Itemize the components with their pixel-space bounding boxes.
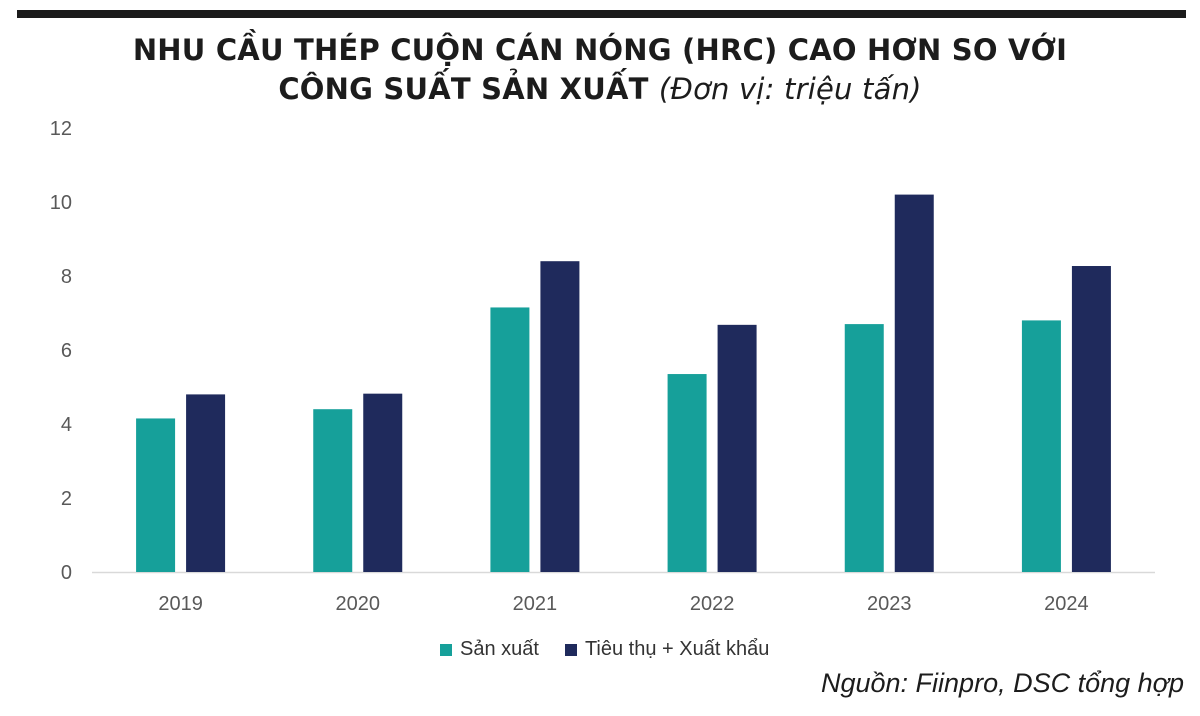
x-tick-label: 2021 [513,593,558,615]
y-tick-label: 4 [61,414,72,436]
chart-title: NHU CẦU THÉP CUỘN CÁN NÓNG (HRC) CAO HƠN… [0,31,1200,109]
bar-consumption [186,394,226,572]
y-tick-label: 10 [50,192,72,214]
top-rule [17,10,1186,18]
title-line-2-text: CÔNG SUẤT SẢN XUẤT [278,72,649,106]
legend-item-consumption: Tiêu thụ + Xuất khẩu [564,638,770,661]
bar-production [490,307,530,572]
bar-production [844,324,884,572]
legend-label-consumption: Tiêu thụ + Xuất khẩu [584,638,770,660]
bar-production [136,418,176,572]
x-tick-label: 2019 [158,593,203,615]
title-line-1: NHU CẦU THÉP CUỘN CÁN NÓNG (HRC) CAO HƠN… [132,33,1068,67]
legend-label-production: Sản xuất [460,638,539,660]
bar-consumption [1071,266,1111,572]
y-tick-label: 12 [50,118,72,140]
legend-swatch-consumption [564,643,577,656]
legend-swatch-production [440,643,452,656]
bar-consumption [540,261,580,572]
x-tick-label: 2023 [867,593,912,615]
y-tick-label: 8 [61,266,72,288]
y-tick-label: 0 [61,562,72,584]
bar-production [667,374,707,572]
x-tick-label: 2020 [336,593,381,615]
x-tick-label: 2024 [1044,593,1089,615]
y-tick-label: 6 [61,340,72,362]
title-unit: (Đơn vị: triệu tấn) [658,72,922,106]
bar-consumption [717,324,757,572]
legend-item-production: Sản xuất [440,638,539,661]
bar-production [313,409,353,572]
source-note: Nguồn: Fiinpro, DSC tổng hợp [820,668,1184,698]
bar-consumption [363,393,403,572]
bar-consumption [894,194,934,572]
x-tick-label: 2022 [690,593,735,615]
y-tick-label: 2 [61,488,72,510]
legend: Sản xuất Tiêu thụ + Xuất khẩu [440,638,795,661]
title-line-2: CÔNG SUẤT SẢN XUẤT (Đơn vị: triệu tấn) [0,70,1200,109]
bar-production [1021,320,1061,572]
